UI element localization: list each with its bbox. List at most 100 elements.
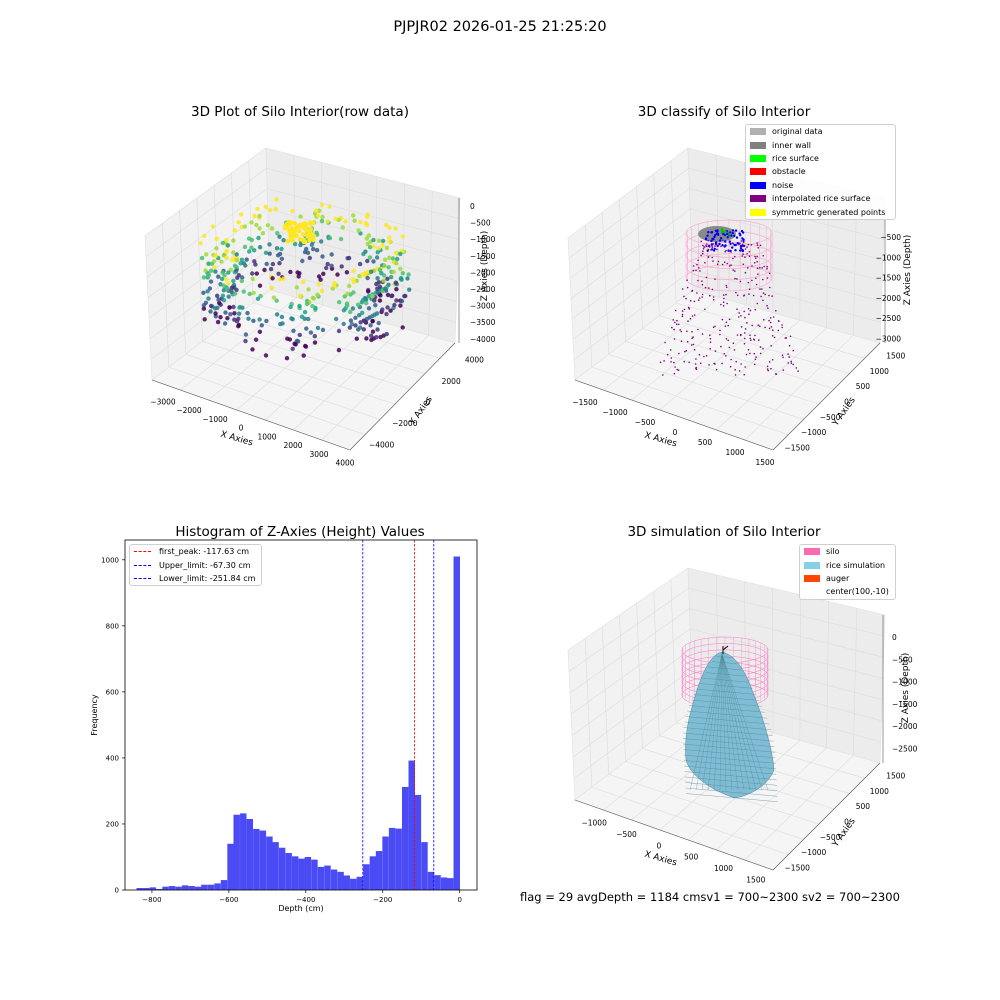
noise-point <box>734 229 738 232</box>
scatter-point <box>336 347 342 353</box>
scatter-point <box>288 304 293 310</box>
legend-entry: center(100,-10) <box>800 585 895 598</box>
z-tick-label: −2500 <box>876 314 902 323</box>
scatter-point <box>225 243 230 248</box>
scatter-point <box>312 334 317 339</box>
z-tick-label: −4000 <box>470 335 496 344</box>
scatter-point <box>243 338 248 344</box>
noise-point <box>736 242 739 245</box>
interpolated-point <box>768 319 770 322</box>
surface-mesh-line <box>695 653 723 791</box>
scatter-point <box>274 298 279 303</box>
surface-mesh-line <box>721 653 757 791</box>
legend-label: rice simulation <box>826 560 886 570</box>
y-tick-label: −2000 <box>392 419 418 428</box>
scatter-point <box>251 290 256 296</box>
x-tick-label: 1000 <box>714 864 733 873</box>
grid-line <box>852 608 858 756</box>
interpolated-point <box>703 355 705 358</box>
legend-label: obstacle <box>772 167 806 177</box>
scatter-point <box>320 214 325 220</box>
scatter-point <box>315 292 320 297</box>
histogram-bar <box>375 851 383 890</box>
scatter-point <box>387 239 392 244</box>
noise-point <box>718 242 721 246</box>
scatter-point <box>246 316 251 321</box>
interpolated-point <box>686 330 688 333</box>
scatter-point <box>290 208 295 214</box>
histogram-bars <box>136 556 460 890</box>
interpolated-point <box>709 246 711 248</box>
scatter-point <box>259 323 264 328</box>
interpolated-point <box>759 288 761 290</box>
legend-swatch <box>750 208 766 216</box>
scatter-point <box>228 312 233 317</box>
interpolated-point <box>702 248 705 250</box>
y-tick-label: 200 <box>106 820 119 828</box>
scatter-point <box>249 245 254 250</box>
legend-label: Lower_limit: -251.84 cm <box>159 573 256 583</box>
scatter-point <box>250 271 255 276</box>
interpolated-point <box>699 362 702 365</box>
scatter-point <box>389 274 394 280</box>
y-axis-line <box>772 342 881 451</box>
interpolated-point <box>762 292 765 294</box>
interpolated-point <box>691 315 694 317</box>
x-tick-label: 4000 <box>335 459 354 468</box>
scatter-point <box>370 329 376 334</box>
interpolated-point <box>728 346 731 349</box>
scatter-point <box>229 289 234 294</box>
scatter-point <box>221 283 226 288</box>
scatter-point <box>366 294 372 299</box>
surface-mesh-line <box>705 672 745 677</box>
surface-mesh-line <box>708 666 742 671</box>
scatter-point <box>206 261 211 266</box>
scatter-point <box>381 278 386 283</box>
scatter-point <box>294 338 300 343</box>
scatter-point <box>341 321 346 327</box>
scatter-point <box>366 289 371 294</box>
interpolated-point <box>696 292 698 294</box>
scatter-point <box>231 304 236 310</box>
scatter-point <box>255 206 260 212</box>
scatter-point <box>220 270 225 275</box>
interpolated-point <box>690 344 693 346</box>
interpolated-point <box>732 269 734 271</box>
panel4-title: 3D simulation of Silo Interior <box>627 524 821 540</box>
interpolated-point <box>766 368 769 370</box>
scatter-point <box>297 303 302 309</box>
interpolated-point <box>670 357 673 359</box>
legend-swatch <box>804 588 820 595</box>
grid-line <box>659 312 774 411</box>
interpolated-point <box>697 328 699 331</box>
interpolated-point <box>691 331 693 333</box>
y-tick-label: 2000 <box>442 377 461 386</box>
surface-mesh-line <box>682 738 775 747</box>
interpolated-point <box>773 336 776 339</box>
histogram-bar <box>149 887 157 890</box>
interpolated-point <box>723 297 725 300</box>
surface-mesh-line <box>721 653 733 791</box>
scatter-point <box>348 318 354 323</box>
scatter-point <box>308 226 314 232</box>
interpolated-point <box>734 270 736 272</box>
legend-label: inner wall <box>772 140 812 150</box>
scatter-point <box>337 300 342 305</box>
rice-surface-point <box>728 233 731 236</box>
scatter-point <box>310 304 315 309</box>
legend-swatch <box>750 154 766 162</box>
scatter-point <box>274 246 280 251</box>
scatter-point <box>329 263 334 268</box>
scatter-point <box>267 251 272 256</box>
interpolated-point <box>701 296 703 298</box>
scatter-point <box>247 249 252 254</box>
interpolated-point <box>775 310 777 312</box>
interpolated-point <box>744 337 746 340</box>
scatter-point <box>232 228 237 233</box>
scatter-point <box>344 270 350 275</box>
scatter-point <box>297 224 303 229</box>
interpolated-point <box>721 318 724 321</box>
interpolated-point <box>748 255 751 257</box>
scatter-point <box>314 248 320 253</box>
interpolated-point <box>767 369 769 372</box>
